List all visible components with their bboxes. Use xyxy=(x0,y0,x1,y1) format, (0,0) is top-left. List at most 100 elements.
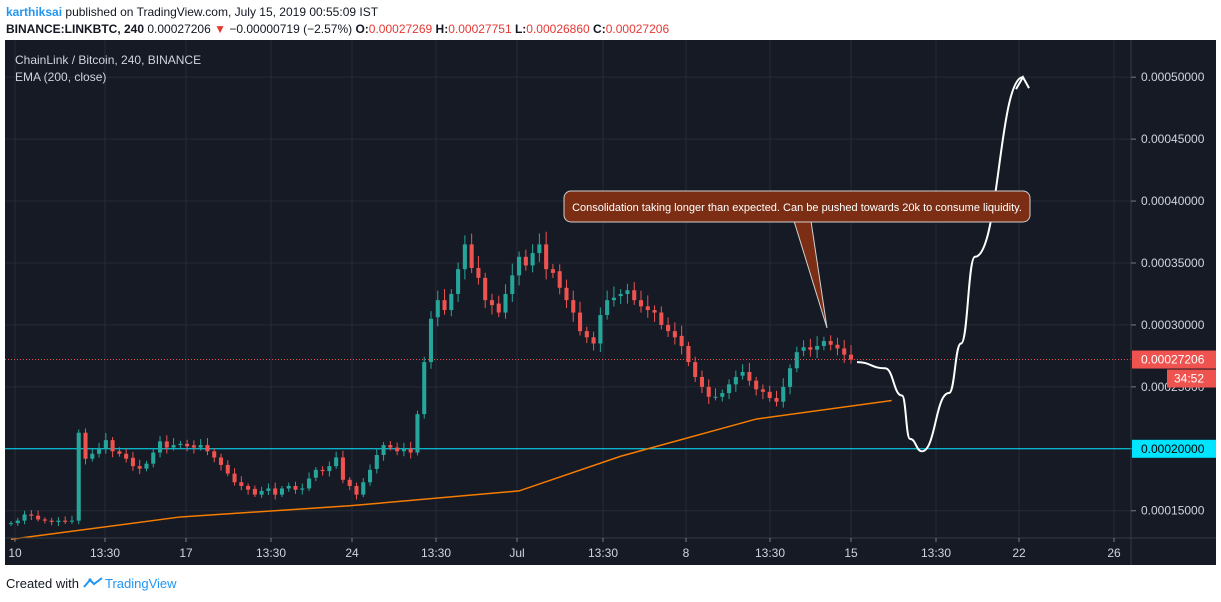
candle xyxy=(313,467,318,482)
candle xyxy=(591,331,596,351)
candle-body xyxy=(645,306,650,311)
x-tick-label: 26 xyxy=(1107,546,1121,560)
candle-body xyxy=(347,479,352,486)
candle xyxy=(428,311,434,369)
x-tick-label: 17 xyxy=(179,546,193,560)
candle-body xyxy=(706,386,711,397)
chart-panel[interactable]: Consolidation taking longer than expecte… xyxy=(5,40,1216,565)
countdown-label xyxy=(1167,369,1216,388)
candle-body xyxy=(340,457,345,480)
candle-body xyxy=(666,324,671,332)
candle xyxy=(808,338,813,357)
candle-body xyxy=(83,432,88,459)
candle xyxy=(788,364,793,395)
candle xyxy=(110,437,115,458)
candle-body xyxy=(408,448,413,453)
candle-body xyxy=(659,312,664,325)
x-tick-label: 13:30 xyxy=(90,546,120,560)
candle-body xyxy=(29,514,34,516)
candle xyxy=(347,477,352,491)
candle xyxy=(232,468,237,486)
candle-body xyxy=(212,451,217,458)
candle-body xyxy=(456,269,461,294)
candle-body xyxy=(632,290,637,301)
x-tick-label: 13:30 xyxy=(755,546,785,560)
candle xyxy=(699,370,704,394)
candle xyxy=(821,336,826,351)
candle-body xyxy=(442,300,447,311)
candle-body xyxy=(605,300,610,316)
candle-body xyxy=(49,520,54,522)
candle-body xyxy=(598,315,603,344)
candle-body xyxy=(686,345,691,363)
low-value: 0.00026860 xyxy=(526,22,590,36)
candle-body xyxy=(774,398,779,402)
candle-body xyxy=(483,277,488,301)
candle xyxy=(652,305,657,322)
candle-body xyxy=(36,515,41,520)
candle xyxy=(395,442,400,456)
candle xyxy=(422,356,427,419)
candle xyxy=(191,440,196,454)
candles xyxy=(8,231,854,527)
candle-body xyxy=(801,347,806,351)
y-tick-label: 0.00040000 xyxy=(1141,194,1205,208)
candle xyxy=(273,482,278,500)
candle-body xyxy=(510,275,515,294)
candle xyxy=(517,251,522,286)
candle xyxy=(828,335,833,351)
projection-arrow xyxy=(856,75,1030,453)
candle-body xyxy=(808,347,813,350)
arrowhead-icon xyxy=(1015,75,1030,90)
candle xyxy=(334,451,339,469)
candle xyxy=(205,438,210,456)
candle xyxy=(368,464,373,486)
candle xyxy=(354,482,359,500)
candle xyxy=(97,442,102,458)
candle-body xyxy=(618,293,623,297)
candle xyxy=(666,317,671,337)
candle-body xyxy=(151,452,156,464)
candle xyxy=(69,515,74,525)
candle xyxy=(693,356,698,383)
candle-body xyxy=(232,473,237,483)
candle xyxy=(76,429,81,525)
tradingview-link[interactable]: TradingView xyxy=(104,576,177,591)
candle-body xyxy=(638,300,644,307)
candle xyxy=(686,341,691,367)
candle-body xyxy=(69,520,74,522)
candle xyxy=(713,388,718,401)
last-price: 0.00027206 xyxy=(147,22,211,36)
chart-legend: ChainLink / Bitcoin, 240, BINANCE EMA (2… xyxy=(15,53,201,84)
price-chart[interactable]: Consolidation taking longer than expecte… xyxy=(5,40,1216,565)
candle xyxy=(483,272,488,309)
candle xyxy=(29,510,34,521)
candle-body xyxy=(544,244,549,270)
candle-body xyxy=(435,300,440,318)
candle-body xyxy=(158,441,163,453)
support-price-label xyxy=(1132,439,1216,458)
candle xyxy=(442,289,447,315)
candle-body xyxy=(293,485,298,490)
candle xyxy=(239,476,244,491)
ema-legend: EMA (200, close) xyxy=(15,70,106,84)
pair-title: ChainLink / Bitcoin, 240, BINANCE xyxy=(15,53,201,67)
candle xyxy=(706,379,711,404)
candle-body xyxy=(815,345,820,350)
candle xyxy=(760,384,765,400)
candle xyxy=(632,282,637,305)
y-tick-label: 0.00045000 xyxy=(1141,132,1205,146)
candle xyxy=(286,482,291,492)
candle-body xyxy=(578,312,583,332)
author-link[interactable]: karthiksai xyxy=(6,5,63,19)
candle xyxy=(36,510,41,522)
candle xyxy=(767,385,772,402)
candle-body xyxy=(720,393,725,397)
candle-body xyxy=(625,290,630,294)
candle-body xyxy=(218,457,224,465)
candle-body xyxy=(727,384,732,394)
candle-body xyxy=(374,455,379,469)
candle-body xyxy=(191,445,196,448)
x-tick-label: 8 xyxy=(683,546,690,560)
candle xyxy=(733,370,738,392)
